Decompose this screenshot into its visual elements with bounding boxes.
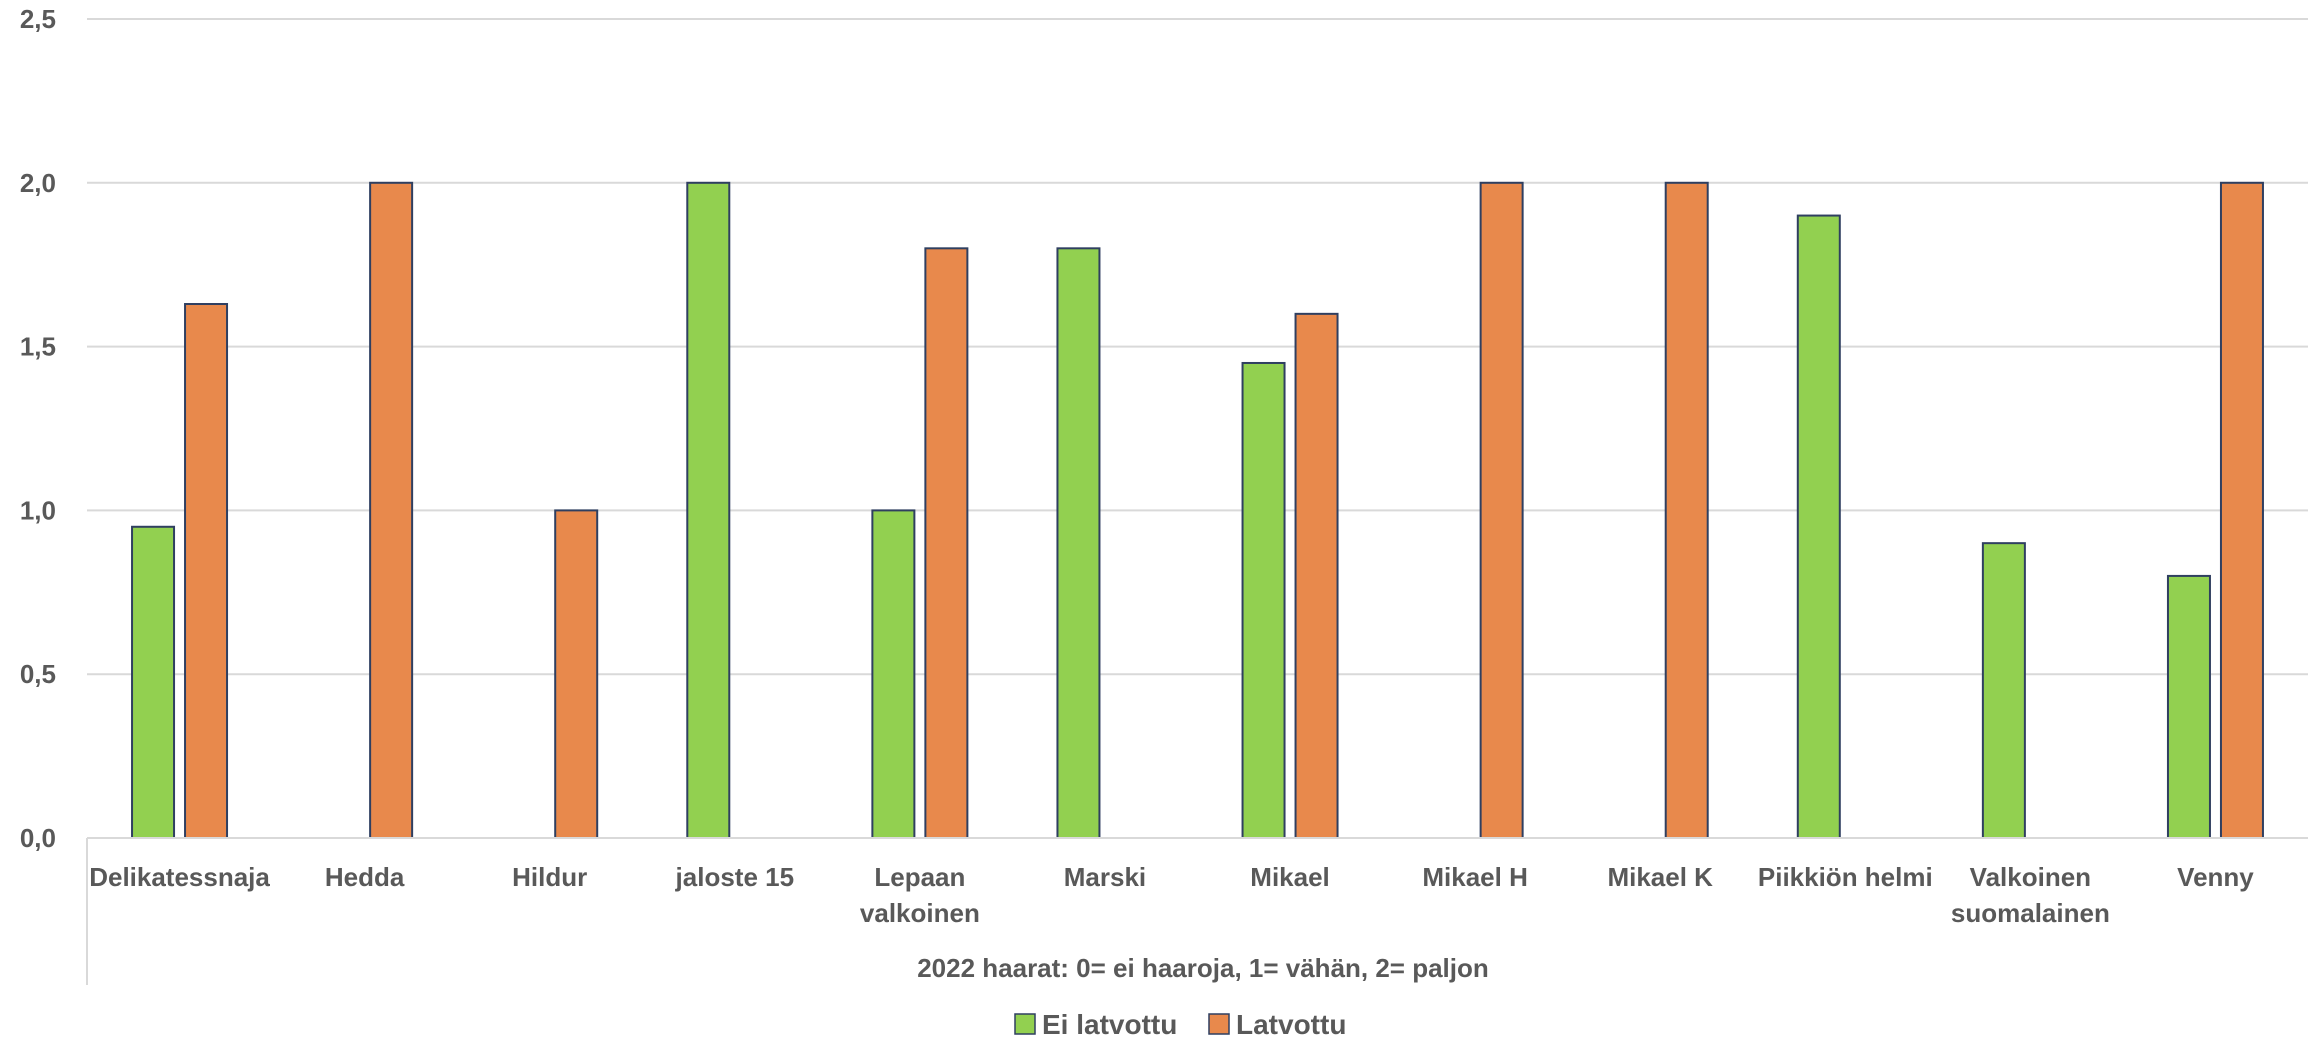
bar-latvottu	[2219, 181, 2264, 840]
bar-ei-latvottu	[871, 509, 916, 839]
x-category-label: Mikael K	[1607, 862, 1713, 892]
axes	[86, 837, 2308, 985]
x-category-label: jaloste 15	[675, 862, 795, 892]
x-category-label: suomalainen	[1951, 898, 2110, 928]
bar-latvottu	[369, 181, 414, 840]
x-category-label: Piikkiön helmi	[1758, 862, 1933, 892]
gridlines	[87, 18, 2308, 839]
bar-ei-latvottu	[1796, 214, 1841, 839]
x-category-label: Delikatessnaja	[89, 862, 270, 892]
x-axis-title: 2022 haarat: 0= ei haaroja, 1= vähän, 2=…	[917, 953, 1489, 983]
bar-ei-latvottu	[131, 525, 176, 840]
bar-ei-latvottu	[1981, 542, 2026, 839]
legend: Ei latvottu Latvottu	[1014, 1009, 1346, 1040]
y-tick-label: 2,0	[20, 168, 56, 198]
bars	[131, 181, 2264, 840]
y-tick-label: 1,0	[20, 495, 56, 525]
x-category-label: Venny	[2177, 862, 2254, 892]
bar-ei-latvottu	[1056, 247, 1101, 839]
bar-latvottu	[1664, 181, 1709, 840]
legend-swatch	[1014, 1013, 1036, 1035]
legend-label: Ei latvottu	[1042, 1009, 1177, 1040]
bar-ei-latvottu	[2166, 574, 2211, 839]
y-tick-label: 2,5	[20, 4, 56, 34]
x-category-label: Marski	[1064, 862, 1146, 892]
legend-swatch	[1208, 1013, 1230, 1035]
x-axis-categories: Delikatessnaja Hedda Hildur jaloste 15 Lepaa…	[89, 862, 2254, 928]
y-tick-label: 0,0	[20, 823, 56, 853]
bar-latvottu	[554, 509, 599, 839]
x-category-label: Valkoinen	[1970, 862, 2091, 892]
bar-ei-latvottu	[1241, 361, 1286, 839]
bar-ei-latvottu	[686, 181, 731, 840]
bar-latvottu	[184, 303, 229, 839]
y-axis-ticks: 0,0 0,5 1,0 1,5 2,0 2,5	[20, 4, 56, 853]
x-category-label: Hildur	[512, 862, 587, 892]
x-category-label: valkoinen	[860, 898, 980, 928]
bar-latvottu	[924, 247, 969, 839]
y-tick-label: 0,5	[20, 659, 56, 689]
x-category-label: Lepaan	[874, 862, 965, 892]
bar-latvottu	[1479, 181, 1524, 840]
x-category-label: Mikael H	[1422, 862, 1528, 892]
x-category-label: Hedda	[325, 862, 405, 892]
legend-label: Latvottu	[1236, 1009, 1346, 1040]
x-category-label: Mikael	[1250, 862, 1330, 892]
y-tick-label: 1,5	[20, 332, 56, 362]
bar-latvottu	[1294, 312, 1339, 839]
